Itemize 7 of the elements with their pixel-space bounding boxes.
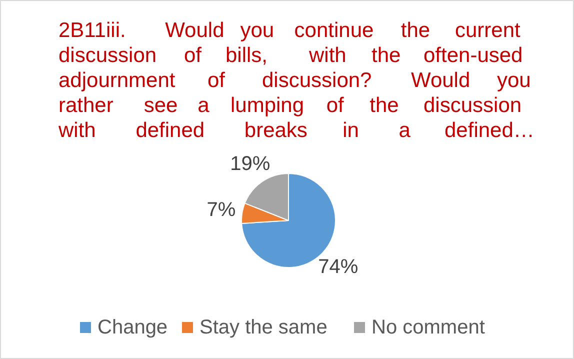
data-label: 74% [318,256,358,278]
data-label: 19% [230,153,270,176]
legend-label: Change [98,316,168,338]
chart-title: 2B11iii. Would you continue the current discussion of bills, with the often-used adjournment of discussion? Would you rather see a lumping of the discussion with defined breaks in a defined… [58,19,534,142]
data-label: 7% [206,198,236,221]
legend-label: No comment [372,316,486,338]
legend-label: Stay the same [200,316,328,338]
